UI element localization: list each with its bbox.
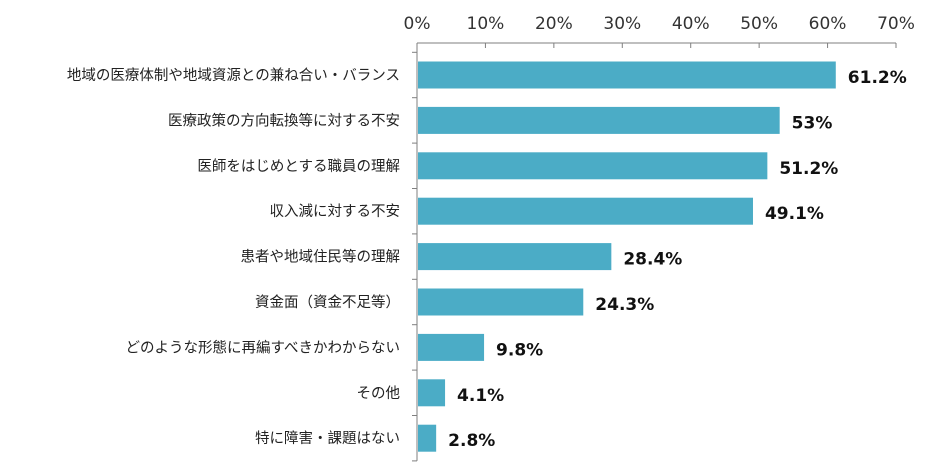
- bar: [418, 424, 437, 452]
- x-tick-label: 50%: [740, 14, 778, 34]
- x-tick-label: 30%: [603, 14, 641, 34]
- category-label: 資金面（資金不足等）: [255, 293, 400, 311]
- x-tick-label: 60%: [809, 14, 847, 34]
- category-label: その他: [357, 385, 401, 402]
- bars-layer: [418, 61, 836, 452]
- category-label: 収入減に対する不安: [270, 203, 401, 220]
- bar: [418, 152, 768, 180]
- data-label: 24.3%: [595, 295, 654, 315]
- x-tick-label: 70%: [877, 14, 915, 34]
- bar: [418, 106, 780, 134]
- x-tick-label: 20%: [535, 14, 573, 34]
- data-label: 53%: [792, 113, 833, 133]
- data-label: 49.1%: [765, 204, 824, 224]
- bar: [418, 197, 753, 225]
- axis-layer: 0% 10% 20% 30% 40% 50% 60% 70%: [404, 14, 915, 462]
- bar: [418, 61, 836, 89]
- data-label: 61.2%: [848, 68, 907, 88]
- x-tick-label: 10%: [467, 14, 505, 34]
- category-label: どのような形態に再編すべきかわからない: [126, 339, 400, 356]
- x-tick-label: 40%: [672, 14, 710, 34]
- category-label: 特に障害・課題はない: [255, 429, 400, 447]
- bar: [418, 379, 446, 407]
- data-label: 9.8%: [496, 340, 543, 360]
- data-label: 4.1%: [457, 386, 504, 406]
- category-label: 患者や地域住民等の理解: [241, 248, 401, 266]
- data-label: 51.2%: [779, 159, 838, 179]
- data-label: 2.8%: [448, 431, 495, 451]
- category-label: 医師をはじめとする職員の理解: [197, 158, 400, 175]
- x-tick-label: 0%: [404, 14, 431, 34]
- bar: [418, 243, 612, 271]
- category-label: 地域の医療体制や地域資源との兼ね合い・バランス: [67, 67, 400, 84]
- category-label: 医療政策の方向転換等に対する不安: [168, 111, 400, 129]
- bar: [418, 288, 584, 316]
- data-label: 28.4%: [623, 250, 682, 270]
- labels-layer: 地域の医療体制や地域資源との兼ね合い・バランス 61.2% 医療政策の方向転換等に対…: [67, 67, 907, 451]
- bar: [418, 333, 485, 361]
